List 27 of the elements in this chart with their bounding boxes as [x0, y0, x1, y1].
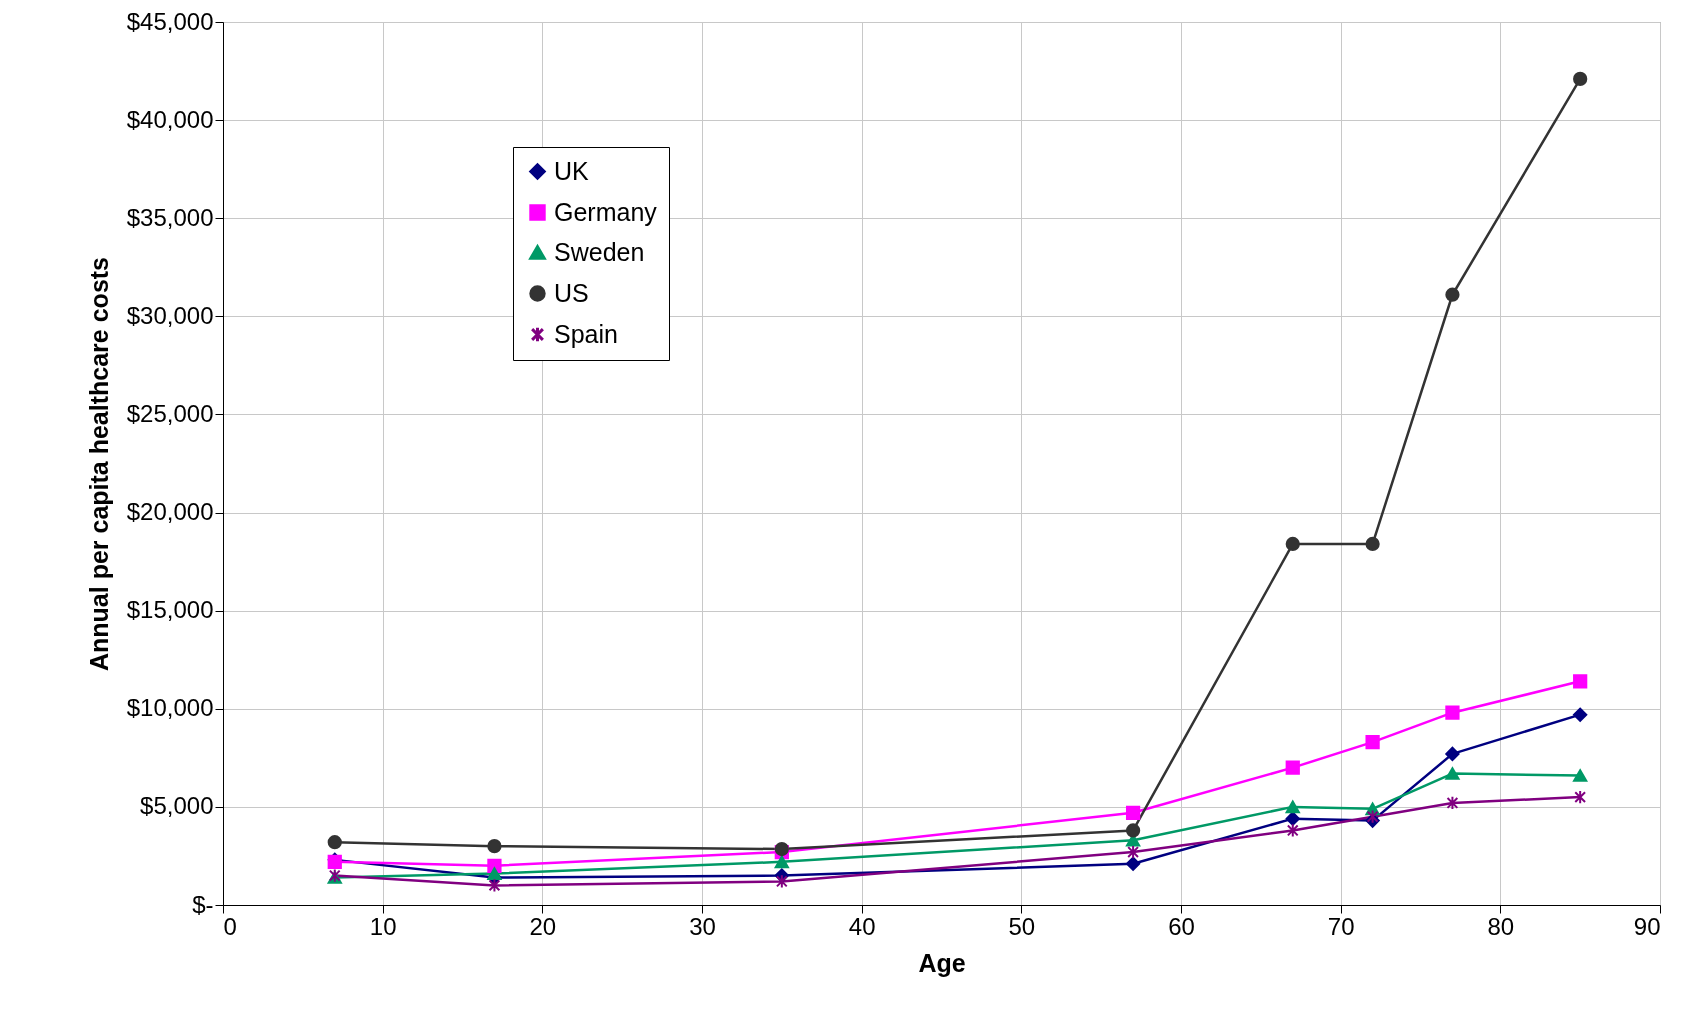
x-tick-label: 70 [1327, 912, 1355, 940]
legend-label: Spain [554, 319, 618, 348]
y-tick-label: $35,000 [126, 203, 214, 231]
x-tick-label: 10 [369, 912, 397, 940]
y-tick-label: $20,000 [126, 498, 214, 526]
x-tick-label: 20 [529, 912, 557, 940]
legend-label: UK [554, 156, 590, 185]
y-tick-label: $15,000 [126, 596, 214, 624]
y-tick-label: $40,000 [126, 105, 214, 133]
x-tick-label: 0 [223, 912, 237, 940]
y-axis-title: Annual per capita healthcare costs [84, 256, 113, 672]
y-tick-label: $30,000 [126, 301, 214, 329]
y-tick-label: $25,000 [126, 399, 214, 427]
y-tick-label: $45,000 [126, 7, 214, 35]
x-tick-label: 40 [848, 912, 876, 940]
x-axis-title: Age [918, 948, 966, 977]
y-tick-label: $10,000 [126, 694, 214, 722]
x-tick-label: 60 [1168, 912, 1195, 940]
x-tick-label: 90 [1633, 912, 1661, 940]
legend-label: US [554, 278, 589, 307]
x-tick-label: 30 [689, 912, 716, 940]
legend-label: Sweden [554, 237, 645, 266]
x-tick-label: 50 [1008, 912, 1036, 940]
x-tick-label: 80 [1487, 912, 1515, 940]
y-tick-label: $- [192, 890, 214, 918]
y-tick-label: $5,000 [140, 792, 214, 820]
legend-label: Germany [554, 197, 658, 226]
